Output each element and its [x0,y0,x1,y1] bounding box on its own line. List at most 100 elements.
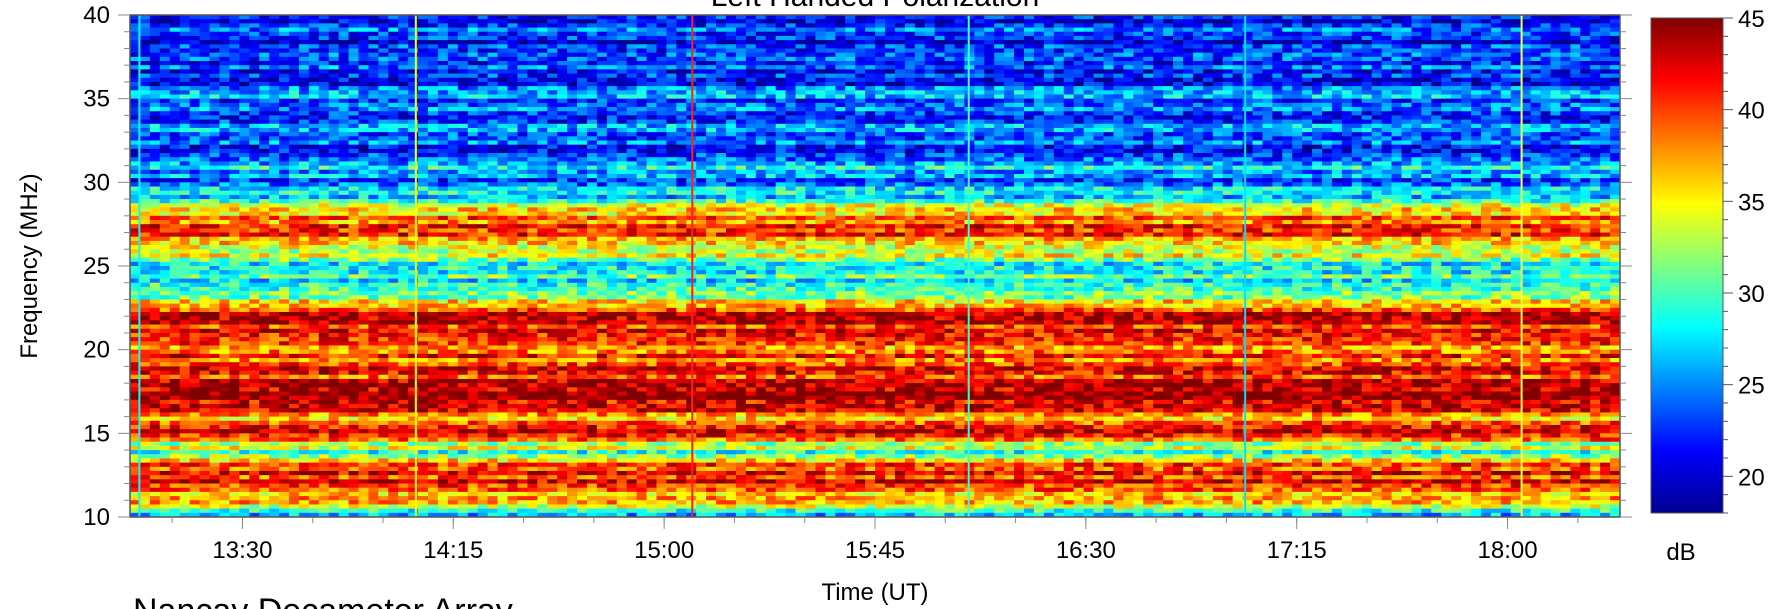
heatmap-cell [1401,28,1412,33]
heatmap-cell [1501,141,1512,146]
heatmap-cell [915,120,926,125]
heatmap-cell [239,40,250,45]
heatmap-cell [329,124,340,129]
heatmap-cell [259,132,270,137]
heatmap-cell [1243,111,1254,116]
heatmap-cell [507,78,518,83]
heatmap-cell [845,115,856,120]
heatmap-cell [726,61,737,66]
heatmap-cell [190,111,201,116]
heatmap-cell [1471,32,1482,37]
heatmap-cell [408,82,419,87]
heatmap-cell [349,128,360,133]
heatmap-cell [815,69,826,74]
heatmap-cell [378,53,389,58]
heatmap-cell [339,111,350,116]
heatmap-cell [428,32,439,37]
heatmap-cell [1461,23,1472,28]
heatmap-cell [1570,99,1581,104]
heatmap-cell [776,23,787,28]
heatmap-cell [249,115,260,120]
heatmap-cell [815,94,826,99]
heatmap-cell [1074,48,1085,53]
heatmap-cell [1421,32,1432,37]
heatmap-cell [945,145,956,150]
heatmap-cell [1461,74,1472,79]
heatmap-cell [1322,40,1333,45]
heatmap-cell [209,53,220,58]
heatmap-cell [786,141,797,146]
heatmap-cell [1193,74,1204,79]
heatmap-cell [309,65,320,70]
heatmap-cell [706,57,717,62]
heatmap-cell [815,120,826,125]
heatmap-cell [488,145,499,150]
heatmap-cell [468,103,479,108]
heatmap-cell [1441,111,1452,116]
heatmap-cell [825,78,836,83]
heatmap-cell [1233,120,1244,125]
heatmap-cell [736,23,747,28]
heatmap-cell [1511,82,1522,87]
heatmap-cell [666,78,677,83]
heatmap-cell [786,48,797,53]
heatmap-cell [1252,28,1263,33]
heatmap-cell [1451,128,1462,133]
heatmap-cell [597,36,608,41]
heatmap-cell [249,99,260,104]
heatmap-cell [279,149,290,154]
heatmap-cell [855,53,866,58]
heatmap-cell [498,111,509,116]
heatmap-cell [1094,94,1105,99]
heatmap-cell [825,40,836,45]
heatmap-cell [488,57,499,62]
heatmap-cell [1302,115,1313,120]
heatmap-cell [488,153,499,158]
heatmap-cell [1084,145,1095,150]
heatmap-cell [1541,28,1552,33]
heatmap-cell [1511,19,1522,24]
heatmap-cell [617,78,628,83]
heatmap-cell [547,65,558,70]
heatmap-cell [1233,132,1244,137]
heatmap-cell [358,111,369,116]
heatmap-cell [1282,61,1293,66]
heatmap-cell [170,120,181,125]
heatmap-cell [835,136,846,141]
heatmap-cell [756,74,767,79]
heatmap-cell [1084,115,1095,120]
heatmap-cell [815,57,826,62]
heatmap-cell [219,48,230,53]
heatmap-cell [716,94,727,99]
heatmap-cell [656,57,667,62]
heatmap-cell [1123,120,1134,125]
heatmap-cell [1461,48,1472,53]
heatmap-cell [517,149,528,154]
heatmap-cell [954,69,965,74]
heatmap-cell [468,107,479,112]
heatmap-cell [140,128,151,133]
heatmap-cell [448,141,459,146]
heatmap-cell [239,145,250,150]
heatmap-cell [229,40,240,45]
heatmap-cell [1243,107,1254,112]
heatmap-cell [1272,149,1283,154]
heatmap-cell [1441,136,1452,141]
heatmap-cell [1233,82,1244,87]
heatmap-cell [666,141,677,146]
heatmap-cell [1064,145,1075,150]
heatmap-cell [875,128,886,133]
heatmap-cell [269,57,280,62]
heatmap-cell [796,23,807,28]
heatmap-cell [1272,136,1283,141]
heatmap-cell [577,32,588,37]
heatmap-cell [299,149,310,154]
heatmap-cell [428,111,439,116]
heatmap-cell [1401,32,1412,37]
heatmap-cell [954,19,965,24]
heatmap-cell [1511,53,1522,58]
heatmap-cell [796,149,807,154]
heatmap-cell [945,48,956,53]
heatmap-cell [845,40,856,45]
heatmap-cell [766,69,777,74]
